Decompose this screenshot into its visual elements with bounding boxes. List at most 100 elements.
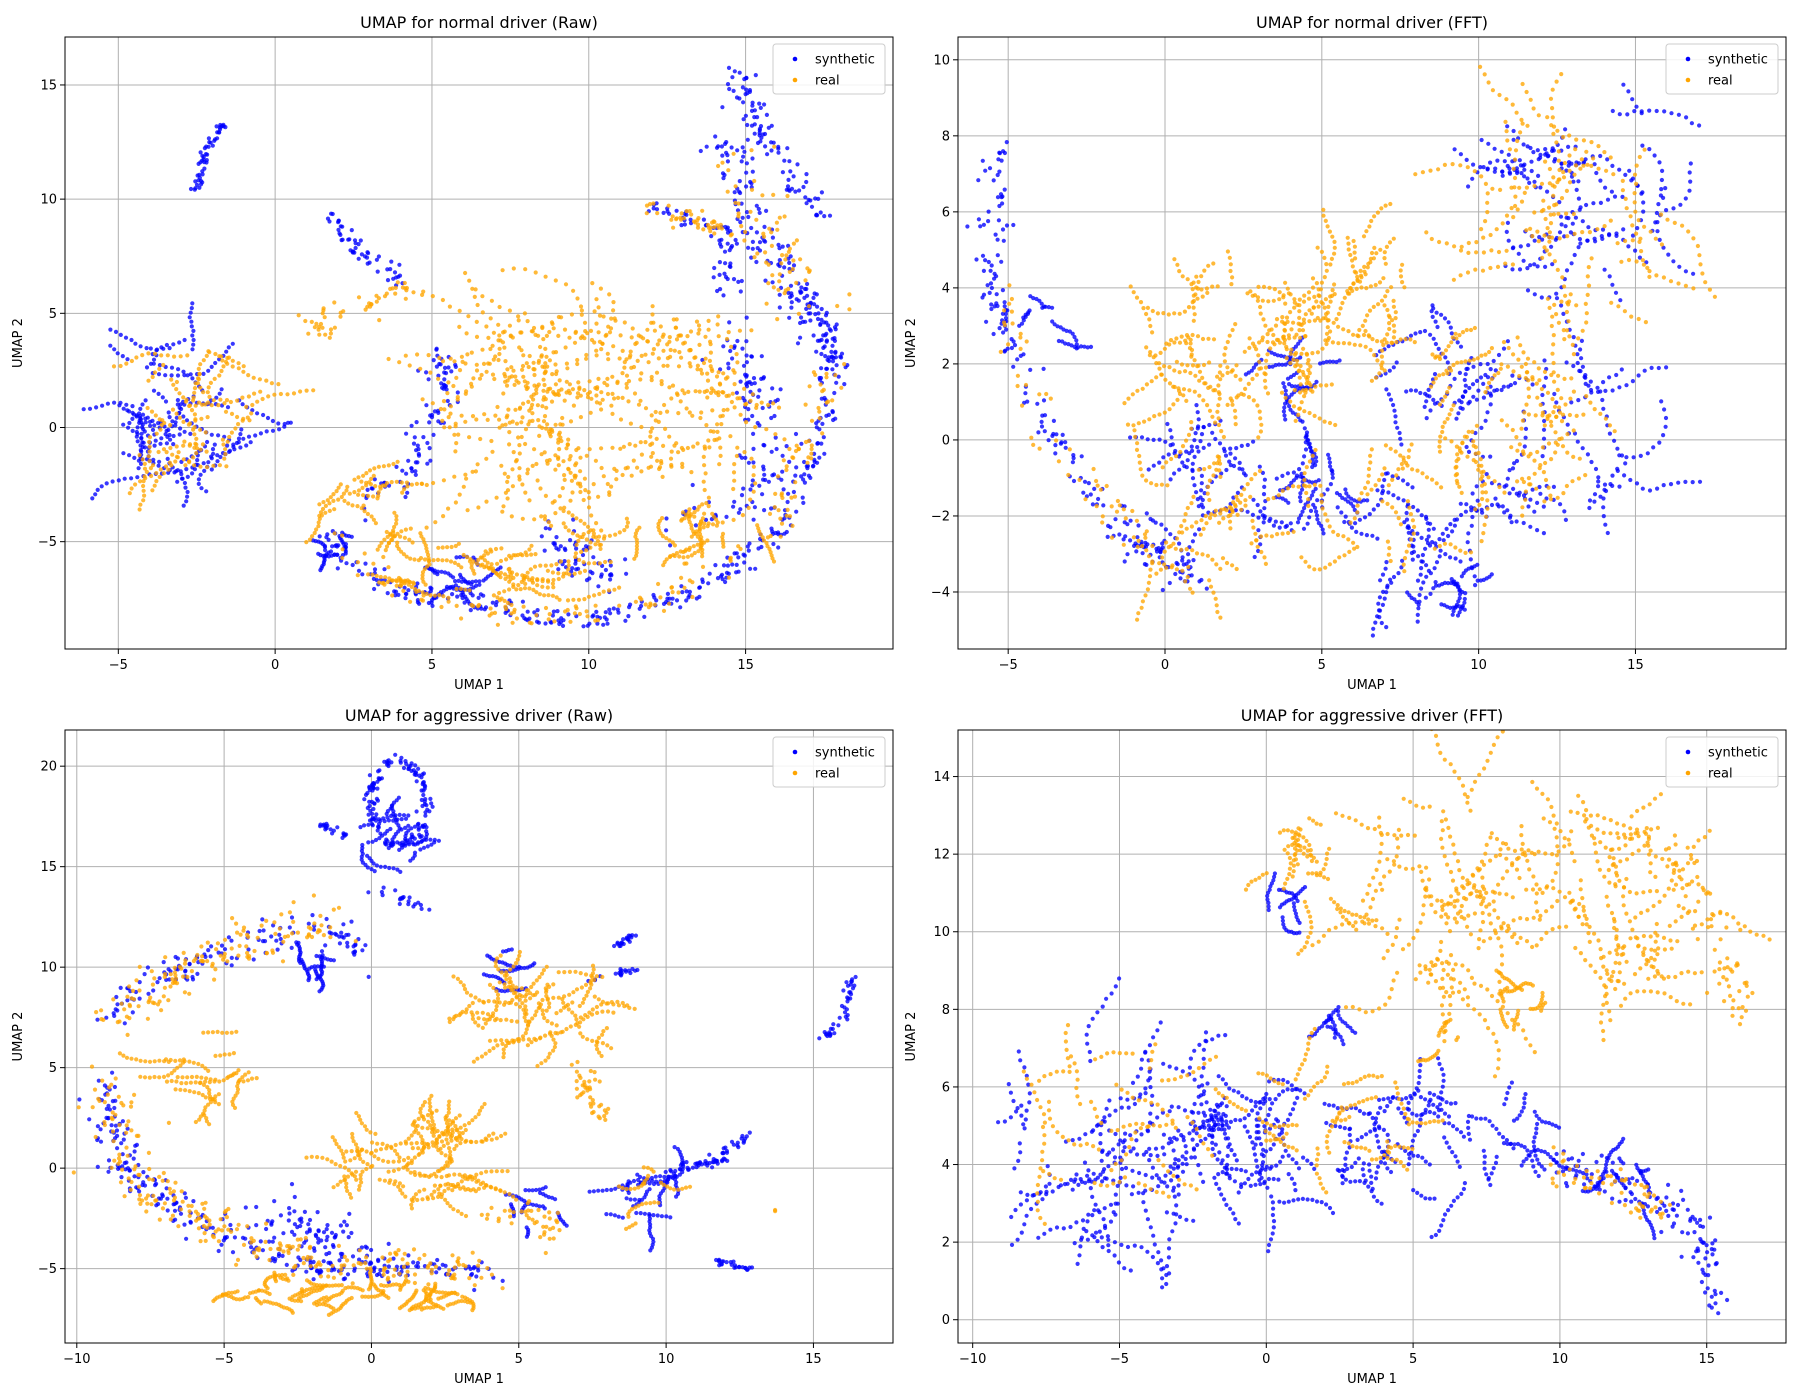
point-real [575,391,581,396]
point-real [748,209,753,214]
point-real [1201,362,1207,368]
point-synthetic [574,546,579,551]
point-real [396,575,402,581]
point-real [705,378,711,383]
point-synthetic [1082,344,1087,349]
point-real [226,355,232,360]
point-synthetic [791,174,796,179]
point-synthetic [1577,237,1582,242]
point-synthetic [1532,262,1537,267]
point-synthetic [997,326,1002,331]
point-real [250,402,255,408]
point-synthetic [1293,344,1298,349]
point-real [543,274,548,279]
point-synthetic [1505,220,1510,225]
point-real [502,589,507,594]
point-real [382,537,387,542]
point-synthetic [1113,517,1118,522]
point-real [588,545,593,550]
point-real [393,533,398,539]
point-real [322,315,327,320]
point-synthetic [1549,244,1554,249]
point-synthetic [1654,108,1659,114]
point-real [634,537,639,542]
point-synthetic [719,144,725,149]
point-real [441,594,446,599]
point-synthetic [1399,565,1404,570]
point-synthetic [1243,473,1248,478]
point-real [469,350,474,355]
point-real [520,367,525,372]
point-real [147,435,153,440]
point-synthetic [1592,162,1597,167]
point-real [355,560,360,565]
point-real [530,418,535,423]
point-real [578,304,584,309]
point-real [509,514,514,519]
point-synthetic [1326,452,1331,457]
point-synthetic [1001,149,1006,154]
point-synthetic [1081,490,1086,495]
point-real [565,442,570,447]
point-real [196,400,202,405]
point-real [765,535,771,540]
point-synthetic [1580,364,1585,369]
point-synthetic [994,292,999,297]
point-synthetic [808,318,813,323]
point-real [323,503,328,508]
point-synthetic [730,562,735,567]
point-synthetic [1125,552,1130,557]
point-synthetic [209,364,214,369]
point-synthetic [1598,153,1603,159]
point-real [446,599,451,604]
point-synthetic [757,240,763,245]
point-synthetic [164,441,169,446]
point-synthetic [758,124,764,129]
point-real [355,504,360,509]
point-synthetic [758,105,763,110]
point-real [564,361,570,366]
point-synthetic [177,432,182,437]
point-real [241,416,246,421]
point-real [672,348,677,353]
point-synthetic [1659,177,1664,183]
point-synthetic [1659,399,1664,404]
point-real [774,220,780,225]
point-real [682,340,688,345]
point-synthetic [151,361,156,366]
point-real [1130,392,1135,397]
point-real [361,473,366,478]
point-real [618,417,624,422]
point-synthetic [821,333,826,338]
point-real [347,491,352,496]
point-real [578,469,583,474]
point-real [794,238,800,243]
point-synthetic [757,483,762,488]
point-real [520,363,526,369]
point-synthetic [1267,518,1272,524]
point-synthetic [811,295,816,300]
point-real [201,390,206,395]
point-real [423,582,428,587]
point-synthetic [138,461,144,466]
point-real [544,426,549,431]
point-synthetic [814,212,819,217]
point-synthetic [206,460,211,465]
point-real [328,327,334,332]
point-synthetic [1401,498,1406,503]
point-real [533,270,538,275]
point-real [482,412,487,417]
point-synthetic [1432,372,1438,377]
point-synthetic [1528,497,1533,502]
point-real [225,439,230,444]
point-synthetic [123,335,129,340]
point-synthetic [1180,460,1185,465]
point-synthetic [751,517,756,522]
point-real [702,463,707,468]
point-real [489,562,494,567]
point-synthetic [1004,223,1010,228]
point-real [430,294,435,299]
point-real [623,466,628,471]
point-real [794,443,799,448]
point-synthetic [1554,400,1559,405]
